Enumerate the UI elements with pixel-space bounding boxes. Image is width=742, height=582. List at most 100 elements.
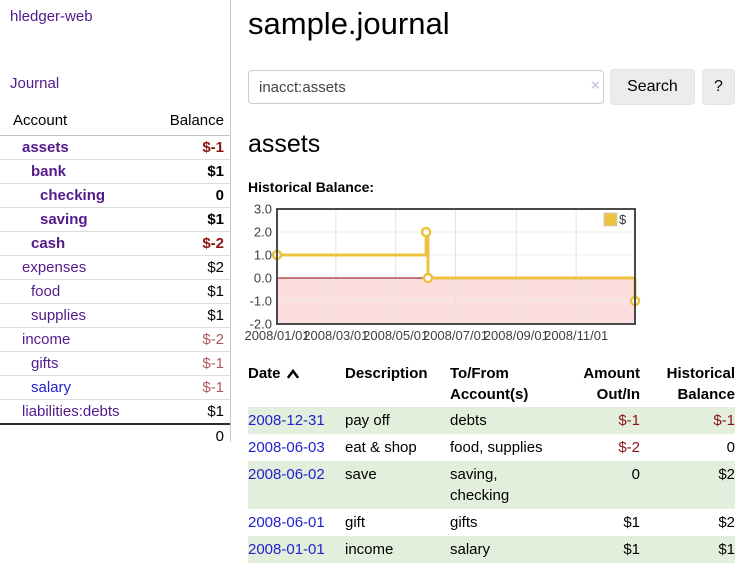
register-row: 2008-06-02 save saving, checking 0 $2: [248, 461, 735, 509]
register-row: 2008-06-01 gift gifts $1 $2: [248, 509, 735, 536]
register-header-date-label: Date: [248, 365, 281, 382]
historical-balance-chart: 3.0 2.0 1.0 0.0 -1.0 -2.0 2008/01/01 2008/03/01…: [244, 198, 742, 345]
register-amount-cell: $1: [623, 514, 640, 531]
account-row: cash $-2: [0, 231, 230, 256]
accounts-total-row: 0: [0, 423, 230, 448]
sidebar-item-journal[interactable]: Journal: [10, 75, 60, 92]
account-row: gifts $-1: [0, 351, 230, 376]
account-balance: $-1: [152, 135, 230, 160]
register-header-description: Description: [345, 365, 428, 382]
account-name-cell: gifts: [0, 351, 153, 376]
register-balance-cell: $2: [718, 514, 735, 531]
register-date-cell: 2008-06-02: [248, 461, 345, 509]
account-link[interactable]: checking: [40, 187, 106, 204]
transaction-date-link[interactable]: 2008-06-02: [248, 466, 325, 483]
transaction-date-link[interactable]: 2008-06-03: [248, 439, 325, 456]
register-balance-cell: $2: [718, 466, 735, 483]
accounts-header-balance: Balance: [152, 109, 230, 136]
accounts-header-row: Account Balance: [0, 109, 230, 136]
account-row: liabilities:debts $1: [0, 399, 230, 425]
register-date-cell: 2008-06-01: [248, 509, 345, 536]
register-accounts-cell: food, supplies: [450, 439, 543, 456]
y-tick-label: -1.0: [250, 294, 272, 309]
help-button[interactable]: ?: [701, 69, 735, 105]
sort-ascending-icon: [286, 368, 299, 379]
account-name-cell: bank: [0, 159, 153, 184]
account-row: supplies $1: [0, 303, 230, 328]
account-name-cell: supplies: [0, 303, 153, 328]
app-brand-link[interactable]: hledger-web: [10, 8, 93, 25]
register-row: 2008-06-03 eat & shop food, supplies $-2 0: [248, 434, 735, 461]
x-tick-label: 2008/05/01: [363, 328, 428, 343]
account-balance: $-2: [152, 327, 230, 352]
account-name-cell: checking: [0, 183, 153, 208]
data-point-marker: [420, 226, 432, 238]
account-link[interactable]: salary: [31, 379, 72, 396]
account-row: bank $1: [0, 159, 230, 184]
y-tick-label: 2.0: [254, 225, 272, 240]
account-link[interactable]: income: [22, 331, 71, 348]
transaction-date-link[interactable]: 2008-12-31: [248, 412, 325, 429]
register-header-amount: Amount Out/In: [583, 365, 640, 403]
account-row: food $1: [0, 279, 230, 304]
search-input[interactable]: [248, 70, 605, 104]
account-balance: 0: [152, 183, 230, 208]
account-link[interactable]: saving: [40, 211, 88, 228]
chart-title: Historical Balance:: [248, 179, 375, 195]
account-row: checking 0: [0, 183, 230, 208]
y-tick-label: 0.0: [254, 271, 272, 286]
register-balance-cell: $1: [718, 541, 735, 558]
account-link[interactable]: expenses: [22, 259, 87, 276]
account-link[interactable]: supplies: [31, 307, 87, 324]
register-accounts-cell: saving, checking: [450, 466, 510, 504]
account-balance: $1: [152, 207, 230, 232]
plot-frame: [276, 208, 636, 325]
register-amount-cell: $1: [623, 541, 640, 558]
account-balance: $1: [152, 159, 230, 184]
account-heading: assets: [248, 130, 321, 158]
register-row: 2008-12-31 pay off debts $-1 $-1: [248, 407, 735, 434]
account-name-cell: saving: [0, 207, 153, 232]
account-link[interactable]: bank: [31, 163, 67, 180]
legend-label: $: [619, 212, 627, 227]
register-header-date[interactable]: Date: [248, 361, 345, 407]
account-link[interactable]: food: [31, 283, 61, 300]
transaction-date-link[interactable]: 2008-01-01: [248, 541, 325, 558]
account-name-cell: income: [0, 327, 153, 352]
register-amount-cell: $-2: [618, 439, 640, 456]
search-button[interactable]: Search: [610, 69, 695, 105]
data-point-marker: [422, 272, 434, 284]
register-date-cell: 2008-06-03: [248, 434, 345, 461]
transaction-date-link[interactable]: 2008-06-01: [248, 514, 325, 531]
account-link[interactable]: liabilities:debts: [22, 403, 120, 420]
account-row: income $-2: [0, 327, 230, 352]
register-date-cell: 2008-12-31: [248, 407, 345, 434]
account-name-cell: salary: [0, 375, 153, 400]
account-link[interactable]: assets: [22, 139, 69, 156]
register-date-cell: 2008-01-01: [248, 536, 345, 563]
account-name-cell: liabilities:debts: [0, 399, 153, 425]
clear-search-icon[interactable]: ×: [591, 77, 600, 94]
account-name-cell: cash: [0, 231, 153, 256]
sidebar: hledger-web Journal Account Balance asse…: [0, 0, 231, 448]
account-name-cell: expenses: [0, 255, 153, 280]
account-balance: $2: [152, 255, 230, 280]
register-description-cell: income: [345, 541, 394, 558]
register-description-cell: eat & shop: [345, 439, 417, 456]
search-form: × Search ?: [248, 69, 735, 105]
x-tick-label: 2008/01/01: [244, 328, 309, 343]
y-tick-label: 1.0: [254, 248, 272, 263]
register-description-cell: pay off: [345, 412, 390, 429]
account-name-cell: food: [0, 279, 153, 304]
register-header-row: Date Description To/From Account(s) Amou…: [248, 361, 735, 407]
register-balance-cell: 0: [726, 439, 735, 456]
register-header-accounts: To/From Account(s): [450, 365, 529, 403]
y-tick-label: 3.0: [254, 202, 272, 217]
account-link[interactable]: gifts: [31, 355, 59, 372]
register-amount-cell: $-1: [618, 412, 640, 429]
account-link[interactable]: cash: [31, 235, 66, 252]
register-amount-cell: 0: [631, 466, 640, 483]
account-balance: $-1: [152, 375, 230, 400]
legend-swatch: [603, 212, 618, 227]
account-balance: $1: [152, 399, 230, 425]
